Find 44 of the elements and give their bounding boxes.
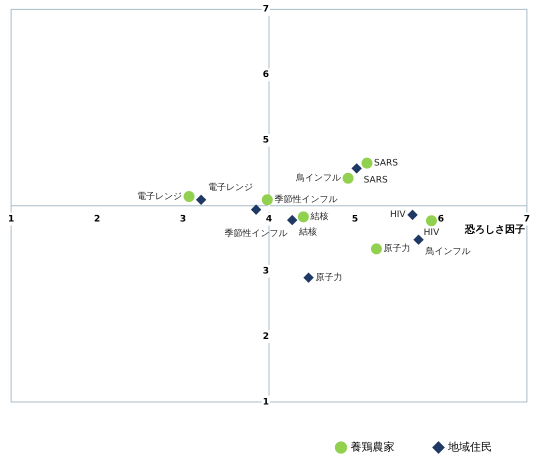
annotation: 電子レンジ — [137, 190, 182, 202]
legend-label: 地域住民 — [447, 440, 492, 454]
point — [262, 194, 273, 206]
annotation: 結核 — [309, 211, 328, 222]
y-tick-label: 2 — [262, 332, 269, 342]
point — [196, 194, 206, 205]
annotation: 原子力 — [316, 272, 343, 284]
x-tick-label: 4 — [266, 214, 272, 224]
annotation: 結核 — [298, 226, 318, 238]
annotation: 鳥インフル — [295, 172, 342, 184]
point — [352, 163, 362, 174]
annotation: SARS — [374, 158, 398, 169]
point — [251, 204, 262, 215]
point — [414, 234, 424, 245]
point — [426, 215, 437, 226]
annotation: HIV — [390, 210, 406, 220]
x-tick-label: 3 — [180, 214, 186, 224]
x-tick-label: 7 — [524, 214, 530, 224]
annotation: SARS — [364, 176, 388, 186]
annotation: 原子力 — [383, 243, 410, 254]
point — [298, 211, 309, 222]
annotation: 電子レンジ — [208, 182, 254, 194]
point — [287, 215, 298, 226]
x-tick-label: 6 — [438, 214, 444, 224]
annotation: 鳥インフル — [424, 246, 471, 258]
x-tick-label: 1 — [8, 214, 14, 224]
annotation: 季節性インフル — [224, 228, 288, 239]
annotation: HIV — [424, 228, 440, 238]
point — [304, 272, 314, 283]
legend-label: 養鶏農家 — [350, 440, 394, 454]
y-tick-label: 3 — [262, 266, 269, 276]
y-tick-label: 1 — [262, 397, 269, 408]
y-tick-label: 6 — [262, 70, 269, 80]
point — [408, 210, 418, 220]
x-tick-label: 2 — [94, 214, 100, 224]
point — [184, 191, 195, 202]
x-tick-label: 5 — [352, 214, 358, 224]
y-tick-label: 7 — [262, 4, 269, 15]
point — [342, 172, 354, 184]
point — [361, 158, 372, 169]
annotation: 季節性インフル — [274, 194, 338, 206]
x-axis-title: 恐ろしさ因子 — [464, 223, 525, 236]
y-tick-label: 5 — [262, 136, 269, 146]
point — [370, 243, 382, 254]
